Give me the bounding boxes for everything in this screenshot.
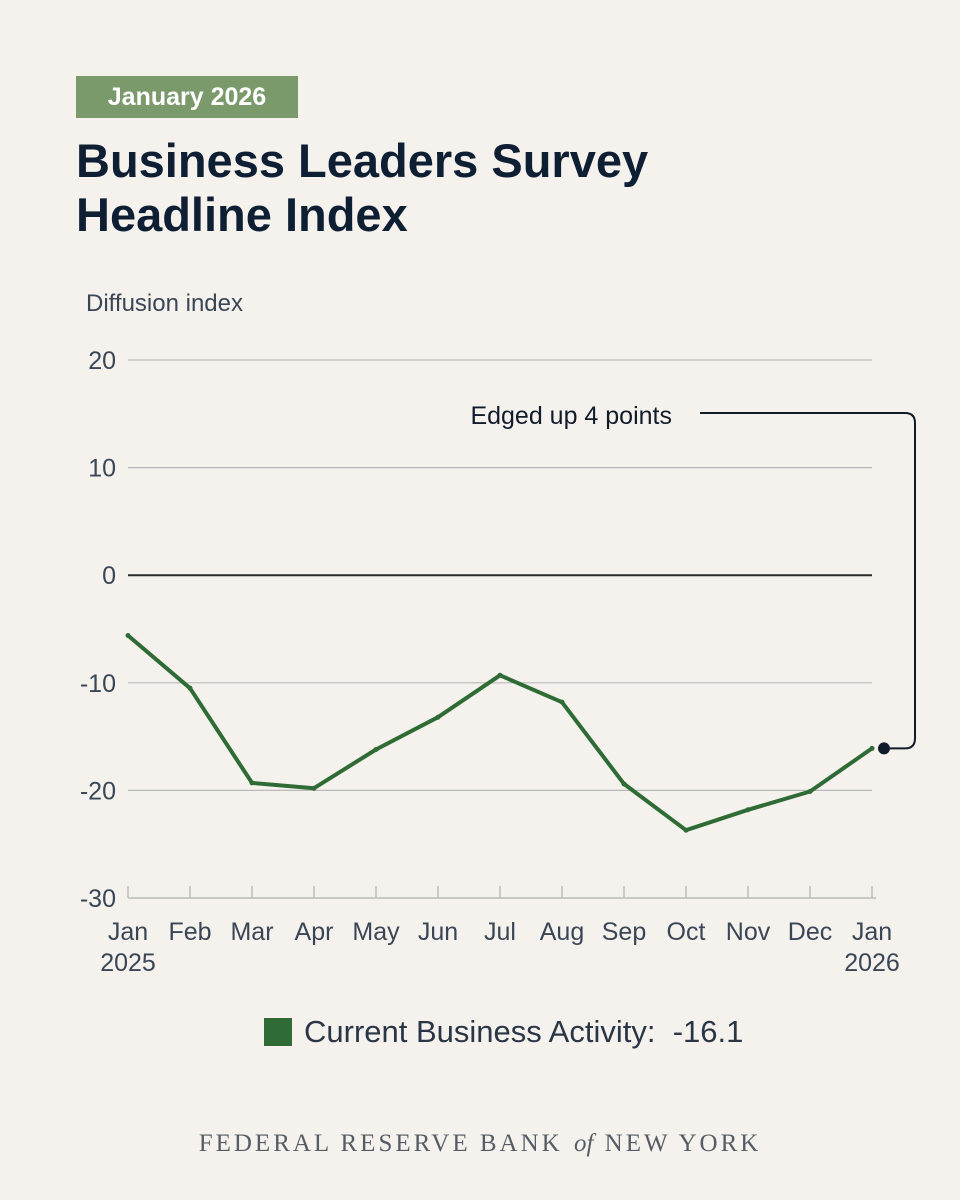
x-tick-label-line: May	[352, 918, 400, 946]
x-tick-label-line: Feb	[168, 918, 211, 946]
x-tick-label: Jul	[484, 918, 516, 946]
x-tick-label: Nov	[726, 918, 771, 946]
x-tick-label: Jan 2026	[844, 918, 900, 977]
data-point	[683, 827, 689, 833]
title-line-2: Headline Index	[76, 188, 408, 241]
x-tick-label-line: Aug	[540, 918, 584, 946]
legend-label: Current Business Activity:	[304, 1014, 656, 1049]
footer-logo: FEDERAL RESERVE BANK of NEW YORK	[0, 1130, 960, 1158]
data-point	[435, 714, 441, 720]
data-point	[621, 781, 627, 787]
y-tick-label: 0	[102, 562, 116, 590]
x-tick-label-line: Oct	[667, 918, 706, 946]
x-tick-label-line: Nov	[726, 918, 771, 946]
page-title: Business Leaders Survey Headline Index	[76, 134, 876, 242]
y-tick-label: -10	[80, 670, 116, 698]
x-tick-label-line: 2025	[100, 949, 156, 977]
x-tick-label-line: Dec	[788, 918, 832, 946]
footer-text-of: of	[573, 1130, 594, 1157]
x-tick-label-line: Mar	[230, 918, 273, 946]
y-tick-label: -30	[80, 885, 116, 913]
date-badge: January 2026	[76, 76, 298, 118]
data-point	[807, 788, 813, 794]
x-tick-label-line: Jul	[484, 918, 516, 946]
annotation-leader-line	[700, 412, 916, 750]
data-point	[559, 699, 565, 705]
x-tick-label: Aug	[540, 918, 584, 946]
data-point	[869, 745, 875, 751]
title-line-1: Business Leaders Survey	[76, 134, 649, 187]
data-point	[745, 807, 751, 813]
y-axis-label: Diffusion index	[86, 290, 243, 317]
series-line-current-business-activity	[126, 633, 874, 833]
x-tick-label: Feb	[168, 918, 211, 946]
annotation-text: Edged up 4 points	[470, 402, 672, 430]
x-tick-label-line: Jan	[852, 918, 892, 946]
x-tick-label-line: 2026	[844, 949, 900, 977]
legend-value: -16.1	[672, 1014, 744, 1049]
x-tick-label: Dec	[788, 918, 832, 946]
legend-swatch	[264, 1018, 292, 1046]
data-point	[373, 747, 379, 753]
x-tick-label-line: Jun	[418, 918, 458, 946]
legend-spacer	[655, 1014, 672, 1050]
x-tick-label-line: Sep	[602, 918, 646, 946]
data-point	[311, 785, 317, 791]
y-tick-label: 20	[88, 347, 116, 375]
x-tick-label: Mar	[230, 918, 273, 946]
legend: Current Business Activity: -16.1	[264, 1008, 743, 1056]
x-tick-label-line: Apr	[295, 918, 334, 946]
x-tick-label: Sep	[602, 918, 646, 946]
y-tick-label: 10	[88, 455, 116, 483]
x-tick-label-line: Jan	[108, 918, 148, 946]
line-chart: 20 10 0 -10 -20 -30 Jan 2025 Feb Mar Apr May Jun Jul A…	[80, 347, 916, 977]
data-point	[497, 672, 503, 678]
y-tick-label: -20	[80, 777, 116, 805]
data-point	[249, 780, 255, 786]
x-tick-label: Apr	[295, 918, 334, 946]
data-point	[125, 632, 131, 638]
annotation-marker	[878, 742, 890, 755]
x-tick-label: Jan 2025	[100, 918, 156, 977]
data-point	[187, 685, 193, 691]
footer-text-right: NEW YORK	[604, 1130, 762, 1157]
x-tick-label: Oct	[667, 918, 706, 946]
x-tick-label: May	[352, 918, 400, 946]
x-tick-label: Jun	[418, 918, 458, 946]
footer-text-left: FEDERAL RESERVE BANK	[198, 1130, 563, 1157]
